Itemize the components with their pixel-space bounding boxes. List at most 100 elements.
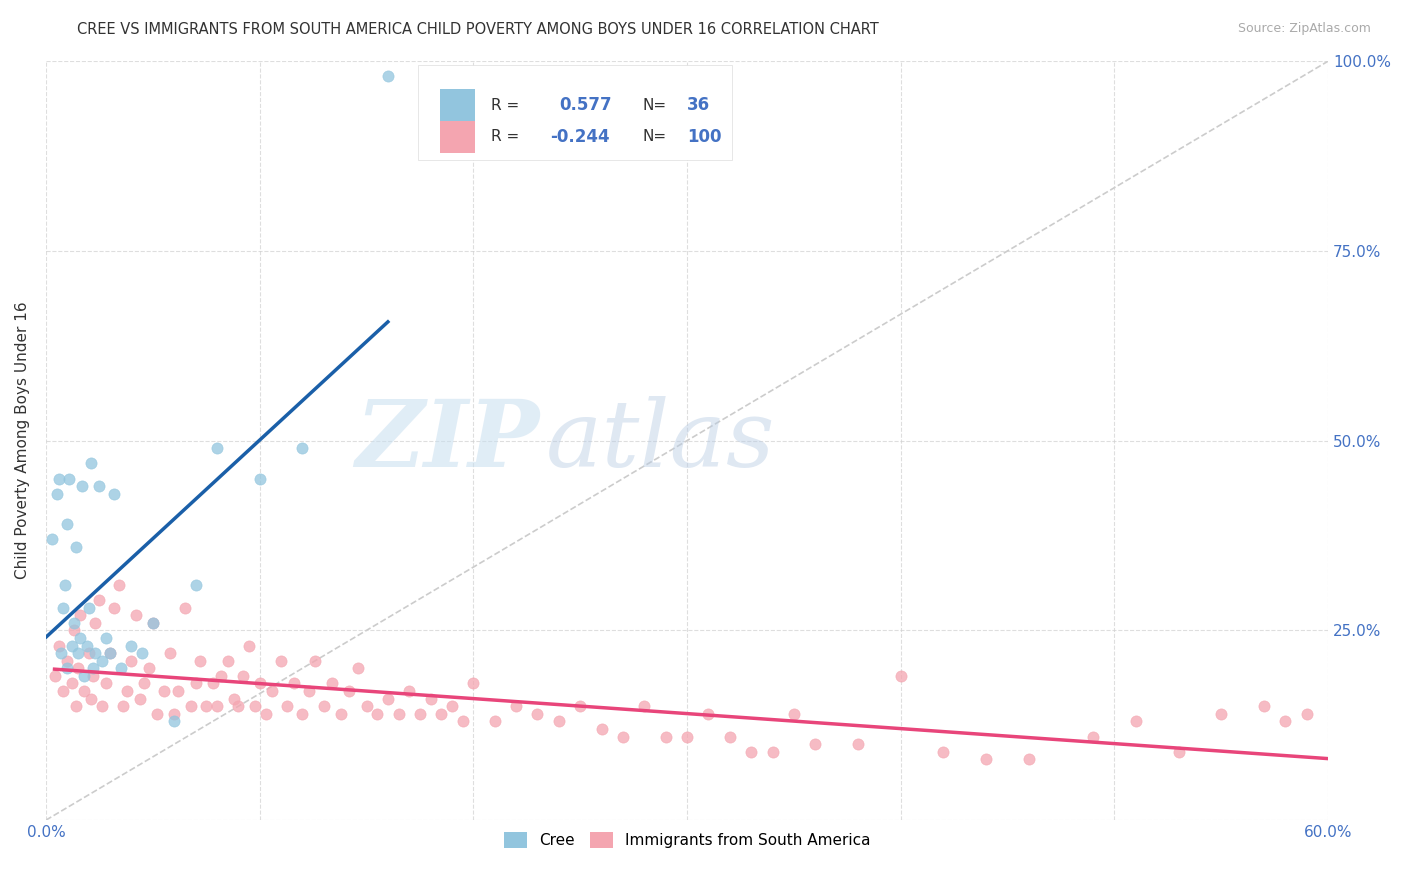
Point xyxy=(377,70,399,84)
Point xyxy=(633,699,655,714)
Point xyxy=(697,706,720,721)
Point xyxy=(249,472,271,486)
Point xyxy=(932,745,955,759)
Point xyxy=(49,646,72,660)
Point xyxy=(398,684,420,698)
Point xyxy=(1295,706,1317,721)
Point xyxy=(56,517,79,532)
Point xyxy=(120,654,142,668)
Point xyxy=(103,487,125,501)
Point xyxy=(89,479,111,493)
Point xyxy=(222,691,245,706)
Point xyxy=(163,714,186,729)
Point xyxy=(41,533,63,547)
Point xyxy=(321,676,343,690)
Point xyxy=(804,737,827,751)
Point xyxy=(107,578,129,592)
Point xyxy=(1167,745,1189,759)
Point xyxy=(654,730,676,744)
Point xyxy=(291,706,314,721)
Point xyxy=(152,684,174,698)
Point xyxy=(77,646,100,660)
Point xyxy=(84,646,107,660)
Bar xyxy=(440,121,475,153)
Point xyxy=(138,661,160,675)
Point xyxy=(387,706,409,721)
Point xyxy=(1018,752,1040,766)
Point xyxy=(72,479,94,493)
Point xyxy=(366,706,388,721)
Point xyxy=(142,615,165,630)
Point xyxy=(125,608,148,623)
Point xyxy=(195,699,218,714)
Point xyxy=(129,691,152,706)
Point xyxy=(356,699,378,714)
Point xyxy=(184,676,207,690)
Point xyxy=(547,714,569,729)
Point xyxy=(1081,730,1104,744)
Point xyxy=(56,654,79,668)
Point xyxy=(1274,714,1296,729)
Point xyxy=(347,661,370,675)
Point xyxy=(52,600,75,615)
Text: N=: N= xyxy=(643,129,666,145)
Point xyxy=(377,691,399,706)
Text: 100: 100 xyxy=(688,128,721,145)
Point xyxy=(94,631,117,645)
Point xyxy=(890,669,912,683)
Point xyxy=(270,654,292,668)
Point xyxy=(53,578,76,592)
Point xyxy=(69,631,91,645)
Point xyxy=(718,730,741,744)
Point xyxy=(65,540,87,554)
Point xyxy=(66,661,89,675)
Point xyxy=(254,706,277,721)
Text: ZIP: ZIP xyxy=(356,396,540,485)
Point xyxy=(1125,714,1147,729)
Point xyxy=(339,684,361,698)
Point xyxy=(205,699,228,714)
Point xyxy=(440,699,463,714)
Point xyxy=(505,699,527,714)
Point xyxy=(142,615,165,630)
Point xyxy=(111,699,134,714)
Legend: Cree, Immigrants from South America: Cree, Immigrants from South America xyxy=(498,826,876,855)
Point xyxy=(205,441,228,455)
Point xyxy=(430,706,453,721)
Point xyxy=(159,646,181,660)
Point xyxy=(60,676,83,690)
Point xyxy=(676,730,699,744)
Point xyxy=(484,714,506,729)
Point xyxy=(184,578,207,592)
Y-axis label: Child Poverty Among Boys Under 16: Child Poverty Among Boys Under 16 xyxy=(15,301,30,580)
Point xyxy=(783,706,806,721)
Text: R =: R = xyxy=(491,98,519,113)
Bar xyxy=(440,89,475,121)
Text: -0.244: -0.244 xyxy=(550,128,609,145)
Point xyxy=(131,646,153,660)
Point xyxy=(60,639,83,653)
Point xyxy=(974,752,997,766)
Point xyxy=(283,676,305,690)
Point xyxy=(94,676,117,690)
Point xyxy=(740,745,762,759)
Point xyxy=(291,441,314,455)
Point xyxy=(134,676,156,690)
Point xyxy=(73,669,96,683)
Point xyxy=(463,676,485,690)
Point xyxy=(249,676,271,690)
Point xyxy=(65,699,87,714)
Text: atlas: atlas xyxy=(546,396,776,485)
Text: CREE VS IMMIGRANTS FROM SOUTH AMERICA CHILD POVERTY AMONG BOYS UNDER 16 CORRELAT: CREE VS IMMIGRANTS FROM SOUTH AMERICA CH… xyxy=(77,22,879,37)
FancyBboxPatch shape xyxy=(418,65,733,160)
Point xyxy=(188,654,211,668)
Text: 0.577: 0.577 xyxy=(558,96,612,114)
Point xyxy=(298,684,321,698)
Point xyxy=(209,669,232,683)
Point xyxy=(98,646,121,660)
Point xyxy=(312,699,335,714)
Point xyxy=(1253,699,1275,714)
Point xyxy=(77,600,100,615)
Point xyxy=(120,639,142,653)
Point xyxy=(52,684,75,698)
